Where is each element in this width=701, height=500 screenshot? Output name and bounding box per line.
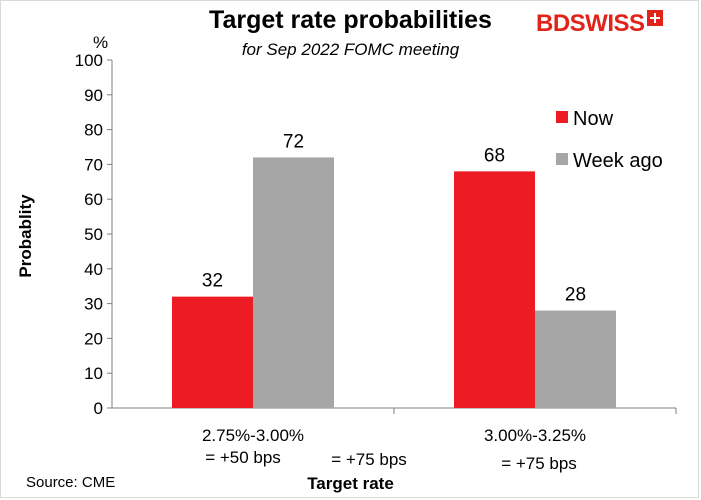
x-tick-sublabel: = +50 bps xyxy=(205,448,281,467)
x-annotation: = +75 bps xyxy=(331,450,407,469)
swiss-cross-icon xyxy=(646,10,663,26)
legend-label: Now xyxy=(573,108,614,130)
brand-logo: BDSWISS xyxy=(536,9,663,39)
y-tick-label: 30 xyxy=(84,295,103,314)
data-label: 28 xyxy=(565,285,586,306)
y-tick-label: 10 xyxy=(84,364,103,383)
y-tick-label: 60 xyxy=(84,190,103,209)
y-axis-unit: % xyxy=(93,33,109,52)
brand-logo-text: BDSWISS xyxy=(536,10,645,37)
legend-label: Week ago xyxy=(573,150,663,172)
x-tick-label: 3.00%-3.25% xyxy=(484,426,586,445)
source-note: Source: CME xyxy=(26,474,116,491)
x-tick-label: 2.75%-3.00% xyxy=(202,426,304,445)
bar xyxy=(253,157,334,408)
y-tick-label: 40 xyxy=(84,260,103,279)
data-label: 68 xyxy=(484,145,505,166)
bar xyxy=(454,171,535,408)
bar xyxy=(535,310,616,408)
chart-title: Target rate probabilities xyxy=(209,6,492,34)
legend-swatch xyxy=(556,111,568,123)
x-axis-label: Target rate xyxy=(307,474,394,493)
y-tick-label: 90 xyxy=(84,86,103,105)
x-tick-sublabel: = +75 bps xyxy=(501,454,577,473)
y-tick-label: 50 xyxy=(84,225,103,244)
y-tick-label: 70 xyxy=(84,155,103,174)
bar xyxy=(172,296,253,408)
data-label: 72 xyxy=(283,131,304,152)
chart-subtitle: for Sep 2022 FOMC meeting xyxy=(241,40,460,59)
data-label: 32 xyxy=(202,271,223,292)
y-tick-label: 100 xyxy=(75,51,103,70)
y-tick-label: 80 xyxy=(84,121,103,140)
legend-swatch xyxy=(556,153,568,165)
y-tick-label: 20 xyxy=(84,329,103,348)
y-tick-label: 0 xyxy=(94,399,103,418)
